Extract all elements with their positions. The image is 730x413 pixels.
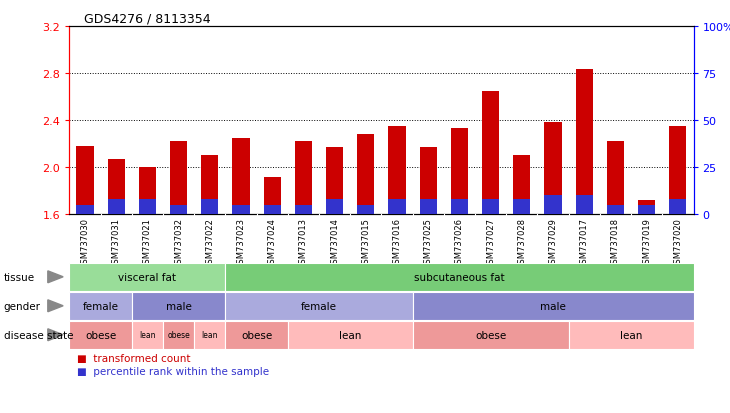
Bar [201,200,218,215]
Text: subcutaneous fat: subcutaneous fat [414,272,504,282]
Text: GSM737017: GSM737017 [580,217,589,268]
Text: disease state: disease state [4,330,73,340]
Bar [163,321,194,349]
Bar [576,70,593,215]
Bar [607,205,624,215]
Bar [669,127,686,215]
Text: GSM737027: GSM737027 [486,217,495,268]
Text: obese: obese [167,330,190,339]
Text: GSM737024: GSM737024 [268,217,277,268]
Polygon shape [48,329,64,341]
Text: female: female [82,301,118,311]
Text: GSM737023: GSM737023 [237,217,245,268]
Text: GSM737014: GSM737014 [330,217,339,268]
Bar [69,263,226,291]
Bar [638,205,656,215]
Bar [107,200,125,215]
Bar [295,142,312,215]
Bar [170,142,187,215]
Bar [232,138,250,215]
Bar [576,196,593,215]
Text: lean: lean [201,330,218,339]
Polygon shape [48,271,64,283]
Bar [357,135,374,215]
Text: ■  transformed count: ■ transformed count [77,354,190,363]
Bar [357,205,374,215]
Bar [139,200,156,215]
Bar [412,292,694,320]
Text: lean: lean [139,330,155,339]
Text: obese: obese [85,330,116,340]
Bar [69,292,131,320]
Text: GSM737021: GSM737021 [143,217,152,268]
Bar [513,200,531,215]
Text: gender: gender [4,301,41,311]
Text: GSM737032: GSM737032 [174,217,183,268]
Text: GDS4276 / 8113354: GDS4276 / 8113354 [84,12,210,25]
Bar [545,123,561,215]
Bar [545,196,561,215]
Bar [388,127,406,215]
Bar [131,292,226,320]
Bar [607,142,624,215]
Text: lean: lean [620,330,642,340]
Text: female: female [301,301,337,311]
Text: ■  percentile rank within the sample: ■ percentile rank within the sample [77,366,269,376]
Text: GSM737016: GSM737016 [393,217,402,268]
Bar [232,205,250,215]
Text: GSM737013: GSM737013 [299,217,308,268]
Bar [482,91,499,215]
Bar [420,148,437,215]
Polygon shape [48,300,64,312]
Text: visceral fat: visceral fat [118,272,177,282]
Bar [569,321,694,349]
Bar [77,147,93,215]
Bar [131,321,163,349]
Bar [451,200,468,215]
Bar [226,292,412,320]
Text: GSM737026: GSM737026 [455,217,464,268]
Bar [194,321,226,349]
Bar [226,263,694,291]
Bar [77,205,93,215]
Text: obese: obese [475,330,507,340]
Text: obese: obese [241,330,272,340]
Bar [264,177,281,215]
Text: GSM737028: GSM737028 [518,217,526,268]
Text: GSM737020: GSM737020 [673,217,683,268]
Bar [326,148,343,215]
Bar [226,321,288,349]
Text: GSM737018: GSM737018 [611,217,620,268]
Bar [201,156,218,215]
Text: tissue: tissue [4,272,35,282]
Bar [295,205,312,215]
Text: GSM737030: GSM737030 [80,217,90,268]
Bar [513,156,531,215]
Bar [326,200,343,215]
Bar [638,201,656,215]
Text: GSM737022: GSM737022 [205,217,215,268]
Text: GSM737015: GSM737015 [361,217,370,268]
Bar [420,200,437,215]
Text: GSM737025: GSM737025 [423,217,433,268]
Text: lean: lean [339,330,361,340]
Text: GSM737031: GSM737031 [112,217,120,268]
Bar [139,168,156,215]
Text: GSM737029: GSM737029 [548,217,558,268]
Bar [288,321,412,349]
Bar [482,200,499,215]
Bar [107,159,125,215]
Text: male: male [166,301,191,311]
Bar [669,200,686,215]
Text: male: male [540,301,566,311]
Text: GSM737019: GSM737019 [642,217,651,268]
Bar [264,205,281,215]
Bar [451,129,468,215]
Bar [412,321,569,349]
Bar [170,205,187,215]
Bar [388,200,406,215]
Bar [69,321,131,349]
